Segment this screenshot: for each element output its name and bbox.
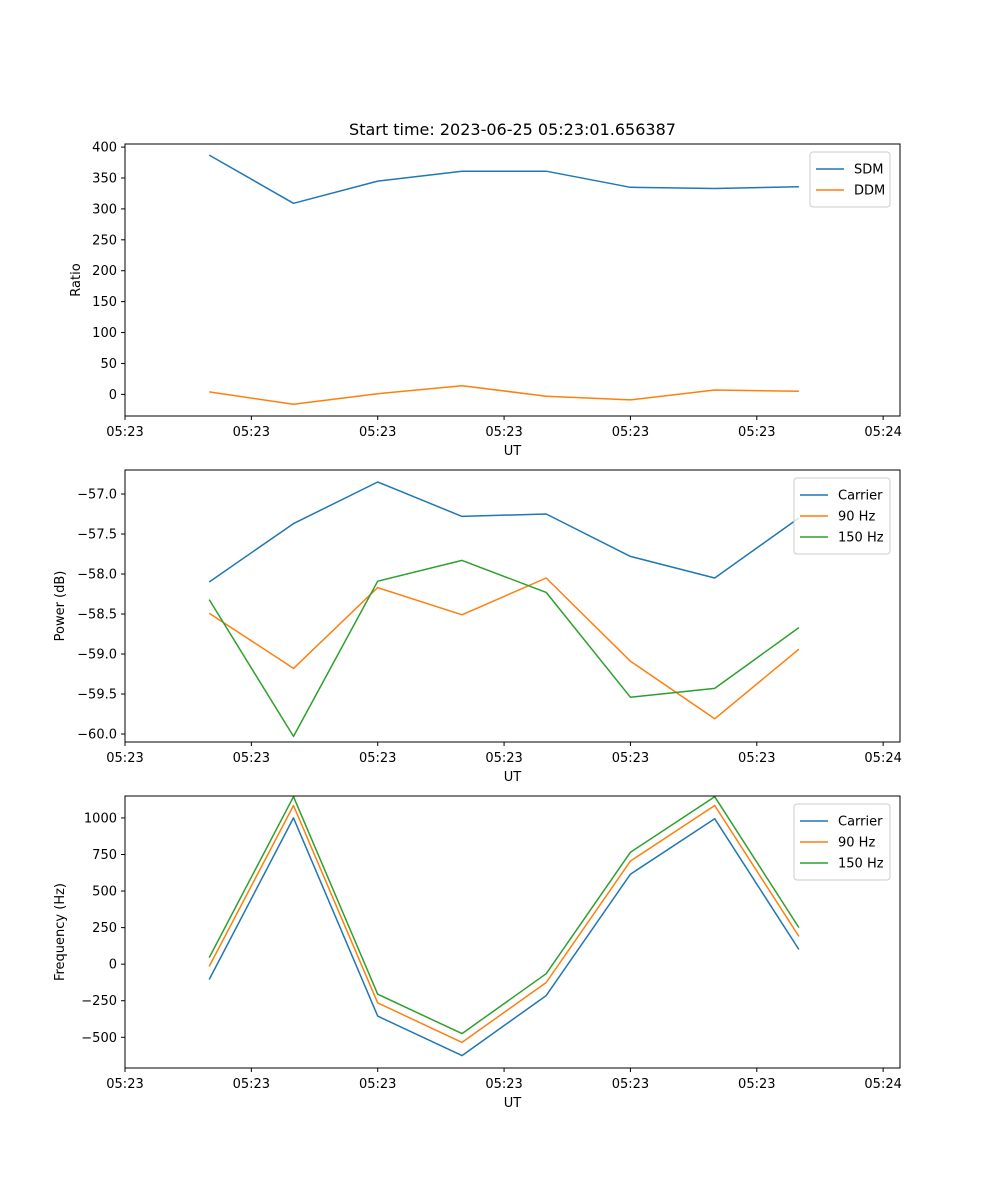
y-tick-label: 50 bbox=[100, 357, 117, 372]
y-tick-label: 100 bbox=[92, 326, 117, 341]
x-tick-label: 05:23 bbox=[233, 425, 270, 440]
y-tick-label: 250 bbox=[92, 921, 117, 936]
legend-label: 150 Hz bbox=[838, 857, 884, 872]
legend-label: DDM bbox=[854, 184, 885, 199]
y-tick-label: 200 bbox=[92, 264, 117, 279]
legend-label: Carrier bbox=[838, 489, 883, 504]
y-tick-label: −59.0 bbox=[77, 648, 117, 663]
series-line-90-hz bbox=[208, 804, 800, 1044]
x-tick-label: 05:23 bbox=[612, 1077, 649, 1092]
x-axis-label: UT bbox=[504, 1096, 522, 1111]
chart-panel-3: 05:23 05:23 05:23 05:23 05:23 05:23 05:24 −500 −… bbox=[53, 795, 902, 1111]
legend-label: 90 Hz bbox=[838, 836, 875, 851]
plot-frame bbox=[124, 469, 901, 743]
y-tick-label: 0 bbox=[109, 958, 117, 973]
y-axis-label: Power (dB) bbox=[53, 571, 68, 642]
y-tick-label: −57.0 bbox=[77, 488, 117, 503]
x-tick-label: 05:23 bbox=[359, 425, 396, 440]
chart-panel-1: Start time: 2023-06-25 05:23:01.65638705… bbox=[69, 120, 902, 459]
series-line-90-hz bbox=[208, 577, 800, 720]
plot-frame bbox=[124, 143, 901, 417]
series-line-ddm bbox=[209, 384, 799, 406]
chart-title: Start time: 2023-06-25 05:23:01.656387 bbox=[349, 120, 676, 139]
series-line-150-hz bbox=[208, 559, 800, 738]
x-tick-label: 05:23 bbox=[485, 425, 522, 440]
series-line-150-hz bbox=[208, 795, 800, 1035]
x-axis-label: UT bbox=[504, 770, 522, 785]
y-tick-label: 250 bbox=[92, 233, 117, 248]
legend-label: 150 Hz bbox=[838, 531, 884, 546]
legend-label: Carrier bbox=[838, 815, 883, 830]
y-tick-label: 350 bbox=[92, 172, 117, 187]
x-tick-label: 05:23 bbox=[106, 1077, 143, 1092]
x-tick-label: 05:23 bbox=[612, 425, 649, 440]
legend: SDM DDM bbox=[809, 151, 891, 208]
x-tick-label: 05:23 bbox=[233, 1077, 270, 1092]
series-line-sdm bbox=[208, 154, 799, 205]
legend-label: SDM bbox=[854, 163, 883, 178]
x-tick-label: 05:23 bbox=[738, 425, 775, 440]
x-tick-label: 05:23 bbox=[106, 751, 143, 766]
x-tick-label: 05:23 bbox=[359, 751, 396, 766]
x-tick-label: 05:23 bbox=[359, 1077, 396, 1092]
legend-box bbox=[793, 803, 891, 881]
y-tick-label: −59.5 bbox=[77, 688, 117, 703]
legend-box bbox=[809, 151, 891, 208]
y-tick-label: 400 bbox=[92, 141, 117, 156]
y-tick-label: −500 bbox=[81, 1031, 117, 1046]
y-tick-label: 1000 bbox=[84, 811, 117, 826]
y-tick-label: −250 bbox=[81, 994, 117, 1009]
legend: Carrier 90 Hz 150 Hz bbox=[793, 803, 891, 881]
x-tick-label: 05:24 bbox=[864, 1077, 901, 1092]
x-tick-label: 05:24 bbox=[864, 751, 901, 766]
y-tick-label: 0 bbox=[109, 388, 117, 403]
x-tick-label: 05:23 bbox=[738, 751, 775, 766]
y-tick-label: 150 bbox=[92, 295, 117, 310]
x-tick-label: 05:23 bbox=[485, 1077, 522, 1092]
legend: Carrier 90 Hz 150 Hz bbox=[793, 477, 891, 555]
x-tick-label: 05:23 bbox=[738, 1077, 775, 1092]
x-tick-label: 05:24 bbox=[864, 425, 901, 440]
y-tick-label: −60.0 bbox=[77, 728, 117, 743]
legend-label: 90 Hz bbox=[838, 510, 875, 525]
series-line-carrier bbox=[208, 817, 800, 1057]
y-tick-label: 300 bbox=[92, 202, 117, 217]
chart-panel-2: 05:23 05:23 05:23 05:23 05:23 05:23 05:24 −60.0… bbox=[53, 469, 902, 785]
x-tick-label: 05:23 bbox=[233, 751, 270, 766]
series-line-carrier bbox=[208, 481, 800, 583]
x-tick-label: 05:23 bbox=[485, 751, 522, 766]
plot-frame bbox=[124, 795, 901, 1069]
y-axis-label: Frequency (Hz) bbox=[53, 883, 68, 981]
y-axis-label: Ratio bbox=[69, 263, 84, 296]
y-tick-label: −58.0 bbox=[77, 568, 117, 583]
y-tick-label: −58.5 bbox=[77, 608, 117, 623]
y-tick-label: 500 bbox=[92, 885, 117, 900]
legend-box bbox=[793, 477, 891, 555]
x-tick-label: 05:23 bbox=[612, 751, 649, 766]
x-axis-label: UT bbox=[504, 444, 522, 459]
x-tick-label: 05:23 bbox=[106, 425, 143, 440]
y-tick-label: 750 bbox=[92, 848, 117, 863]
y-tick-label: −57.5 bbox=[77, 528, 117, 543]
